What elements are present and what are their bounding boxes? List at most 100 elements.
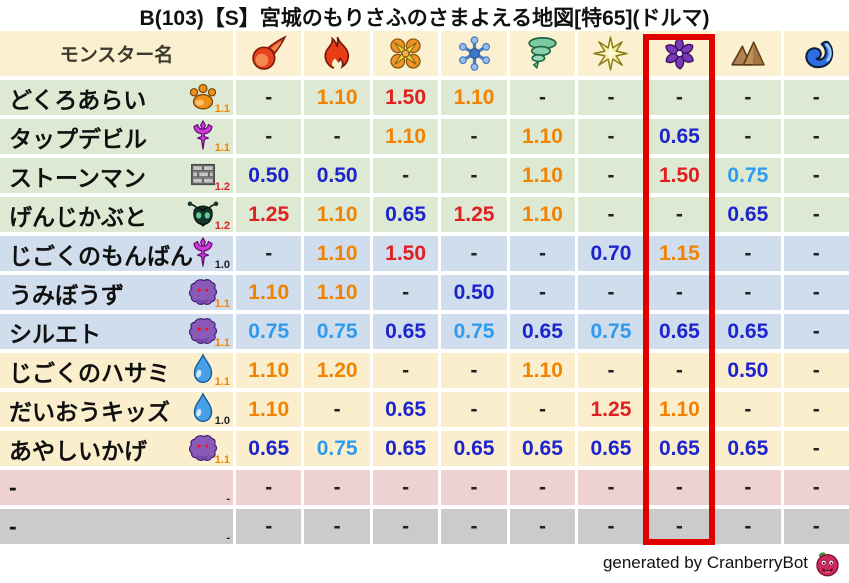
multiplier-cell-r1-c2: 1.10 bbox=[372, 119, 439, 154]
multiplier-cell-r10-c7: - bbox=[715, 470, 781, 505]
monster-name-cell: シルエト 1.1 bbox=[0, 314, 233, 349]
multiplier-cell-r2-c7: 0.75 bbox=[715, 158, 781, 193]
multiplier-cell-r3-c6: - bbox=[646, 197, 713, 232]
monster-level-badge: - bbox=[226, 493, 230, 505]
monster-level-badge: 1.0 bbox=[214, 415, 230, 427]
multiplier-cell-r5-c4: - bbox=[509, 275, 576, 310]
multiplier-cell-r4-c6: 1.15 bbox=[646, 236, 713, 271]
multiplier-cell-r9-c7: 0.65 bbox=[715, 431, 781, 466]
fireball-icon bbox=[250, 35, 288, 72]
multiplier-cell-r11-c2: - bbox=[372, 509, 439, 544]
monster-name: うみぼうず bbox=[9, 281, 124, 308]
mountain-icon bbox=[729, 35, 766, 72]
monster-name-cell: -- bbox=[0, 470, 233, 505]
multiplier-cell-r11-c8: - bbox=[783, 509, 849, 544]
multiplier-cell-r11-c7: - bbox=[715, 509, 781, 544]
element-column-header-1 bbox=[304, 31, 370, 76]
credit-text: generated by CranberryBot bbox=[602, 553, 808, 572]
multiplier-cell-r6-c5: 0.75 bbox=[578, 314, 644, 349]
monster-name-cell: タップデビル 1.1 bbox=[0, 119, 233, 154]
multiplier-cell-r0-c8: - bbox=[783, 80, 849, 115]
multiplier-cell-r1-c8: - bbox=[783, 119, 849, 154]
multiplier-cell-r10-c8: - bbox=[783, 470, 849, 505]
multiplier-cell-r4-c3: - bbox=[441, 236, 507, 271]
element-column-header-7 bbox=[715, 31, 781, 76]
multiplier-cell-r0-c7: - bbox=[715, 80, 781, 115]
monster-name: げんじかぶと bbox=[9, 203, 147, 230]
multiplier-cell-r3-c8: - bbox=[783, 197, 849, 232]
multiplier-cell-r9-c2: 0.65 bbox=[372, 431, 439, 466]
multiplier-cell-r7-c2: - bbox=[372, 353, 439, 388]
multiplier-cell-r2-c3: - bbox=[441, 158, 507, 193]
ghost-icon bbox=[186, 431, 220, 465]
monster-level-badge: 1.1 bbox=[214, 142, 230, 154]
ghost-icon bbox=[186, 314, 220, 348]
multiplier-cell-r7-c3: - bbox=[441, 353, 507, 388]
monster-column-header: モンスター名 bbox=[0, 31, 233, 76]
element-column-header-0 bbox=[236, 31, 302, 76]
multiplier-cell-r3-c0: 1.25 bbox=[236, 197, 302, 232]
multiplier-cell-r5-c7: - bbox=[715, 275, 781, 310]
monster-name-cell: どくろあらい 1.1 bbox=[0, 80, 233, 115]
monster-name-cell: じごくのハサミ 1.1 bbox=[0, 353, 233, 388]
element-column-header-2 bbox=[372, 31, 439, 76]
multiplier-cell-r4-c8: - bbox=[783, 236, 849, 271]
monster-name: じごくのハサミ bbox=[9, 359, 170, 386]
multiplier-cell-r8-c0: 1.10 bbox=[236, 392, 302, 427]
multiplier-cell-r1-c4: 1.10 bbox=[509, 119, 576, 154]
monster-name-cell: だいおうキッズ 1.0 bbox=[0, 392, 233, 427]
multiplier-cell-r2-c6: 1.50 bbox=[646, 158, 713, 193]
multiplier-cell-r0-c6: - bbox=[646, 80, 713, 115]
multiplier-cell-r9-c8: - bbox=[783, 431, 849, 466]
monster-name-cell: うみぼうず 1.1 bbox=[0, 275, 233, 310]
monster-name-cell: ストーンマン 1.2 bbox=[0, 158, 233, 193]
multiplier-cell-r0-c5: - bbox=[578, 80, 644, 115]
multiplier-cell-r1-c0: - bbox=[236, 119, 302, 154]
multiplier-cell-r2-c8: - bbox=[783, 158, 849, 193]
multiplier-cell-r0-c0: - bbox=[236, 80, 302, 115]
monster-level-badge: 1.1 bbox=[214, 337, 230, 349]
multiplier-cell-r9-c3: 0.65 bbox=[441, 431, 507, 466]
multiplier-cell-r8-c2: 0.65 bbox=[372, 392, 439, 427]
multiplier-cell-r8-c4: - bbox=[509, 392, 576, 427]
monster-name: だいおうキッズ bbox=[9, 398, 170, 425]
multiplier-cell-r3-c7: 0.65 bbox=[715, 197, 781, 232]
monster-name-cell: じごくのもんばん 1.0 bbox=[0, 236, 233, 271]
multiplier-cell-r6-c3: 0.75 bbox=[441, 314, 507, 349]
element-column-header-5 bbox=[578, 31, 644, 76]
monster-name-cell: あやしいかげ 1.1 bbox=[0, 431, 233, 466]
multiplier-cell-r1-c6: 0.65 bbox=[646, 119, 713, 154]
multiplier-cell-r1-c5: - bbox=[578, 119, 644, 154]
multiplier-cell-r10-c3: - bbox=[441, 470, 507, 505]
multiplier-cell-r1-c3: - bbox=[441, 119, 507, 154]
multiplier-cell-r7-c4: 1.10 bbox=[509, 353, 576, 388]
monster-name: タップデビル bbox=[9, 125, 147, 152]
multiplier-cell-r5-c1: 1.10 bbox=[304, 275, 370, 310]
multiplier-cell-r11-c3: - bbox=[441, 509, 507, 544]
multiplier-cell-r6-c8: - bbox=[783, 314, 849, 349]
multiplier-cell-r9-c5: 0.65 bbox=[578, 431, 644, 466]
multiplier-cell-r5-c3: 0.50 bbox=[441, 275, 507, 310]
multiplier-cell-r8-c8: - bbox=[783, 392, 849, 427]
multiplier-cell-r11-c0: - bbox=[236, 509, 302, 544]
monster-name-cell: げんじかぶと 1.2 bbox=[0, 197, 233, 232]
multiplier-cell-r2-c2: - bbox=[372, 158, 439, 193]
multiplier-cell-r3-c4: 1.10 bbox=[509, 197, 576, 232]
element-column-header-6 bbox=[646, 31, 713, 76]
multiplier-cell-r8-c7: - bbox=[715, 392, 781, 427]
monster-name: - bbox=[9, 513, 17, 539]
multiplier-cell-r11-c5: - bbox=[578, 509, 644, 544]
multiplier-cell-r2-c4: 1.10 bbox=[509, 158, 576, 193]
multiplier-cell-r7-c8: - bbox=[783, 353, 849, 388]
trident-icon bbox=[186, 236, 220, 270]
multiplier-cell-r9-c1: 0.75 bbox=[304, 431, 370, 466]
multiplier-cell-r2-c5: - bbox=[578, 158, 644, 193]
beetle-icon bbox=[186, 197, 220, 231]
waterdrop-icon bbox=[186, 353, 220, 387]
monster-column-header-label: モンスター名 bbox=[59, 45, 174, 66]
multiplier-cell-r0-c2: 1.50 bbox=[372, 80, 439, 115]
monster-level-badge: 1.2 bbox=[214, 181, 230, 193]
multiplier-cell-r11-c6: - bbox=[646, 509, 713, 544]
element-column-header-3 bbox=[441, 31, 507, 76]
multiplier-cell-r3-c3: 1.25 bbox=[441, 197, 507, 232]
